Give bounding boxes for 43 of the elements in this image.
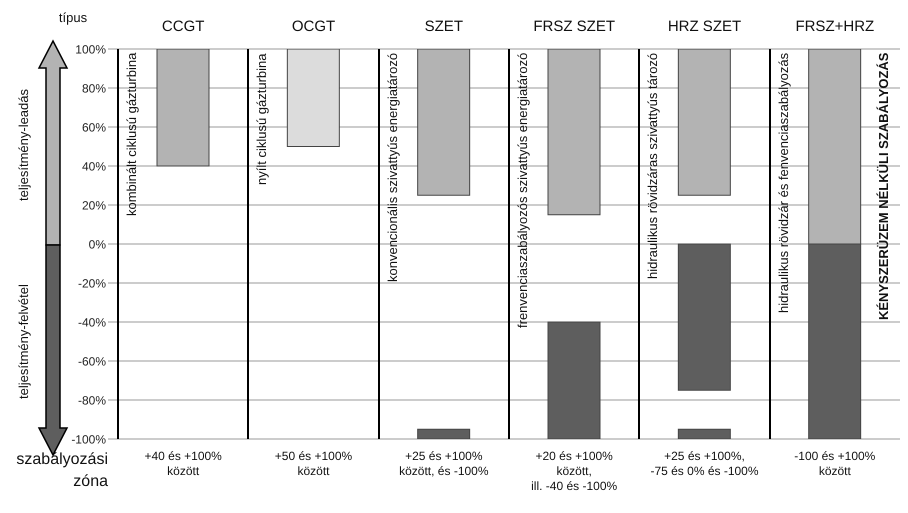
y-tick-label: -40% — [78, 315, 106, 330]
y-tick-label: -80% — [78, 393, 106, 408]
bar — [156, 49, 210, 166]
text: +25 és +100% között, és -100% — [398, 449, 490, 479]
y-tick-label: 100% — [75, 42, 106, 56]
text: +50 és +100% között — [274, 449, 354, 479]
bar — [417, 428, 470, 439]
text: -100 és +100% között — [793, 449, 876, 479]
text: +40 és +100% között — [143, 449, 223, 479]
x-tick-label: SZET — [424, 18, 464, 35]
text: teljesítmény-leadás — [16, 88, 31, 204]
y-tick-label: -20% — [78, 276, 106, 290]
x-tick-label: CCGT — [160, 18, 206, 35]
text: szabályozási zóna — [15, 450, 108, 492]
annotation: frenvenciaszabályozós szivattyús energiatározó — [515, 53, 530, 330]
annotation: nyílt ciklusú gázturbina — [254, 53, 270, 187]
y-tick-label: 40% — [82, 159, 106, 174]
y-tick-label: -60% — [78, 354, 106, 368]
x-tick-label: OCGT — [290, 18, 336, 35]
x-axis-title: típus — [58, 10, 88, 25]
text: +20 és +100% között, ill. -40 és -100% — [530, 449, 618, 494]
bar — [548, 322, 600, 439]
y-tick-label: 0% — [88, 237, 106, 252]
x-tick-label: FRSZ+HRZ — [794, 18, 876, 35]
y-tick-label: 20% — [82, 198, 106, 212]
bar — [678, 428, 731, 439]
text: teljesítmény-felvétel — [16, 283, 31, 401]
y-tick-label: 60% — [82, 120, 106, 134]
text: +25 és +100%, -75 és 0% és -100% — [649, 449, 760, 479]
x-tick-label: HRZ SZET — [666, 18, 742, 35]
annotation: kombinált ciklusú gázturbina — [124, 53, 139, 218]
y-tick-label: 80% — [82, 81, 106, 96]
bar — [678, 244, 731, 391]
annotation: konvencionális szivattyús energiatározó — [384, 53, 400, 284]
y-tick-label: -100% — [71, 432, 106, 446]
bar — [678, 49, 731, 196]
bar — [548, 49, 600, 216]
annotation: hidraulikus rövidzár és fenvenciaszabályozás — [776, 53, 791, 316]
x-tick-label: FRSZ SZET — [532, 18, 616, 35]
bar — [417, 49, 470, 196]
annotation: hidraulikus rövidzáras szivattyús tározó — [645, 53, 660, 282]
annotation: KÉNYSZERÜZEM NÉLKÜLI SZABÁLYOZÁS — [876, 53, 891, 322]
bar — [286, 49, 340, 147]
